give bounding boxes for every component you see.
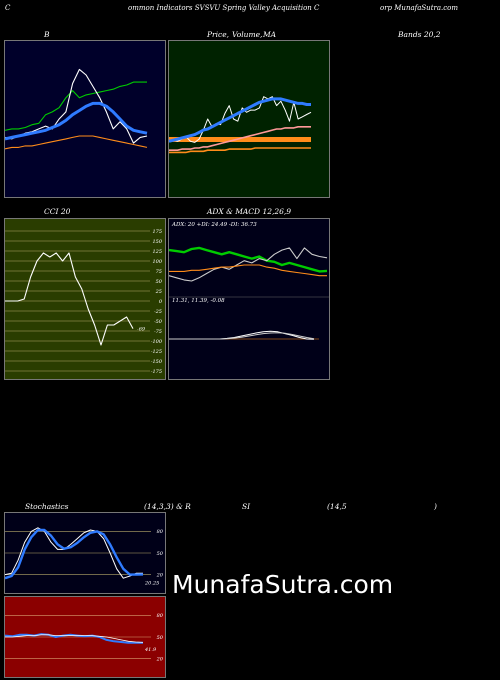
- stoch-k-line: [5, 527, 143, 579]
- stoch-d-line: [5, 528, 144, 580]
- cci-tick-label: -125: [151, 349, 162, 355]
- cci-chart: 175 150 125 100 75 50 25 0 -25 -50 -75 -100 -125 -150…: [4, 218, 166, 380]
- cci-tick-label: 125: [152, 249, 162, 255]
- stoch-tick-label: 80: [157, 529, 164, 535]
- cci-tick-label: 100: [152, 259, 162, 265]
- cci-tick-label: -175: [151, 369, 162, 375]
- adx-minus_di-line: [169, 247, 328, 282]
- cci-tick-label: -25: [154, 309, 162, 315]
- stoch-tick-label: 20: [156, 572, 164, 578]
- rsi-value-label: 41.9: [144, 647, 157, 653]
- bollinger-middle-line: [5, 101, 148, 141]
- price-price-line: [169, 96, 312, 143]
- bollinger-lower-line: [5, 135, 148, 150]
- cci-tick-label: 50: [156, 279, 163, 285]
- adx-macd-title: ADX & MACD 12,26,9: [207, 207, 292, 216]
- bollinger-title: B: [44, 30, 50, 39]
- cci-line: [5, 252, 134, 346]
- cci-tick-label: 75: [156, 269, 162, 275]
- stochastics-chart: 80 50 20 20.25: [4, 512, 166, 594]
- price-title-2: Volume,: [232, 30, 263, 39]
- cci-tick-label: 25: [155, 289, 162, 295]
- rsi-chart: 80 50 20 41.9: [4, 596, 166, 678]
- macd-macd-line: [169, 330, 315, 340]
- cci-tick-label: -50: [154, 319, 163, 325]
- cci-tick-label: -100: [151, 339, 163, 345]
- cci-value-label: -69: [137, 327, 146, 333]
- bollinger-chart: [4, 40, 166, 198]
- cci-tick-label: -150: [151, 359, 163, 365]
- rsi-close: ): [434, 502, 437, 511]
- header-right: orp MunafaSutra.com: [380, 4, 459, 12]
- bollinger-upper-line: [5, 81, 147, 131]
- rsi-rsi_avg-line: [5, 634, 144, 643]
- stoch-value-label: 20.25: [144, 581, 159, 587]
- price-title-1: Price,: [207, 30, 230, 39]
- cci-tick-label: -75: [154, 329, 162, 335]
- price-base-band: [169, 137, 311, 142]
- header-title: ommon Indicators SVSVU Spring Valley Acq…: [128, 4, 320, 12]
- price-ma_pink-line: [169, 126, 311, 151]
- adx-readout: ADX: 20 +DI: 24.49 -DI: 36.73: [172, 222, 257, 228]
- stoch-params: (14,3,3) & R: [144, 502, 191, 511]
- bands-title: Bands 20,2: [398, 30, 441, 39]
- macd-readout: 11.31, 11.39, -0.08: [172, 298, 225, 304]
- price-ma_orange-line: [169, 147, 311, 154]
- price-ma-chart: [168, 40, 330, 198]
- price-title-3: MA: [263, 30, 277, 39]
- macd-signal-line: [169, 332, 315, 340]
- rsi-title: SI: [242, 502, 251, 511]
- rsi-tick-label: 80: [157, 613, 164, 619]
- cci-tick-label: 150: [152, 239, 162, 245]
- price-ma_blue-line: [169, 97, 311, 143]
- adx-macd-chart: ADX: 20 +DI: 24.49 -DI: 36.73 11.31, 11.…: [168, 218, 330, 380]
- adx-plus_di-line: [169, 246, 328, 273]
- bollinger-price-line: [5, 68, 148, 144]
- cci-tick-label: 0: [159, 299, 163, 305]
- cci-tick-label: 175: [152, 229, 162, 235]
- stoch-tick-label: 50: [157, 551, 164, 557]
- cci-title: CCI 20: [44, 207, 71, 216]
- rsi-tick-label: 20: [156, 656, 164, 662]
- adx-adx-line: [169, 264, 327, 277]
- header-left: C: [5, 4, 11, 12]
- rsi-tick-label: 50: [157, 635, 164, 641]
- stoch-title: Stochastics: [25, 502, 69, 511]
- rsi-params: (14,5: [327, 502, 347, 511]
- watermark: MunafaSutra.com: [172, 570, 394, 599]
